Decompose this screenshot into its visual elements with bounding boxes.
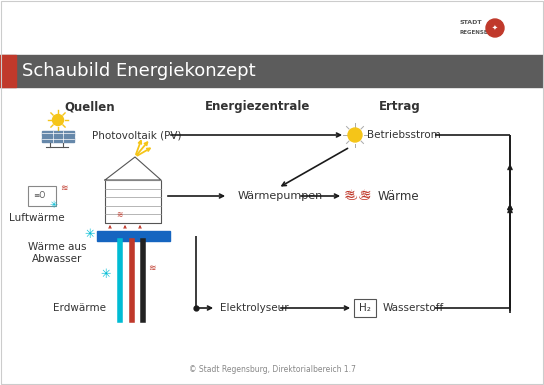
Text: ≋: ≋ (116, 210, 122, 219)
Text: ✳: ✳ (85, 228, 95, 241)
Polygon shape (105, 157, 161, 180)
Text: Elektrolyseur: Elektrolyseur (220, 303, 289, 313)
Text: Betriebsstrom: Betriebsstrom (367, 130, 441, 140)
Text: ♨♨: ♨♨ (344, 189, 372, 204)
Polygon shape (105, 180, 161, 223)
Text: Erdwärme: Erdwärme (53, 303, 107, 313)
Text: ✳: ✳ (50, 200, 58, 210)
Bar (0, 55, 16, 87)
Bar (0, 55, 544, 87)
Circle shape (486, 19, 504, 37)
Bar (97, 231, 170, 241)
Bar (42, 131, 74, 136)
Text: ≋: ≋ (60, 184, 68, 192)
Text: ✳: ✳ (101, 268, 112, 281)
Text: Quellen: Quellen (65, 100, 115, 113)
Text: ✦: ✦ (492, 25, 498, 31)
Text: ≋: ≋ (149, 263, 156, 273)
Text: ≋ ≋: ≋ ≋ (344, 188, 372, 202)
Circle shape (53, 114, 64, 126)
Text: Energiezentrale: Energiezentrale (205, 100, 311, 113)
Text: H₂: H₂ (359, 303, 371, 313)
Text: Wärmepumpen: Wärmepumpen (238, 191, 323, 201)
FancyBboxPatch shape (354, 299, 376, 317)
Text: © Stadt Regensburg, Direktorialbereich 1.7: © Stadt Regensburg, Direktorialbereich 1… (189, 365, 355, 374)
Text: Wärme: Wärme (378, 189, 419, 203)
Text: Ertrag: Ertrag (379, 100, 421, 113)
Text: Wasserstoff: Wasserstoff (383, 303, 444, 313)
Text: REGENSBURG: REGENSBURG (460, 30, 502, 35)
Text: ≡O: ≡O (33, 191, 45, 201)
Bar (42, 137, 74, 142)
Text: Luftwärme: Luftwärme (9, 213, 65, 223)
Text: Photovoltaik (PV): Photovoltaik (PV) (92, 130, 182, 140)
Bar (28, 186, 56, 206)
Text: STADT: STADT (460, 20, 483, 25)
Text: Wärme aus
Abwasser: Wärme aus Abwasser (28, 242, 86, 264)
Text: Schaubild Energiekonzept: Schaubild Energiekonzept (22, 62, 256, 80)
Circle shape (348, 128, 362, 142)
